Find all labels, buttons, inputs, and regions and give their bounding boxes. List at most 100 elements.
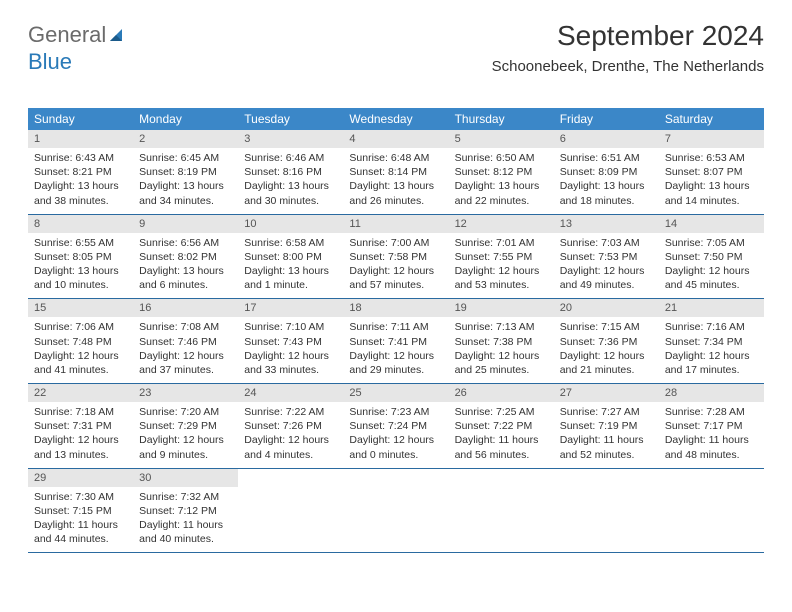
day-day2: and 33 minutes. bbox=[244, 363, 337, 377]
day-cell: Sunrise: 6:51 AMSunset: 8:09 PMDaylight:… bbox=[554, 148, 659, 214]
day-cell: Sunrise: 7:00 AMSunset: 7:58 PMDaylight:… bbox=[343, 233, 448, 299]
day-cell: Sunrise: 7:13 AMSunset: 7:38 PMDaylight:… bbox=[449, 317, 554, 383]
sail-icon bbox=[108, 23, 126, 49]
day-sunrise: Sunrise: 7:01 AM bbox=[455, 236, 548, 250]
day-header: Tuesday bbox=[238, 108, 343, 130]
day-sunrise: Sunrise: 6:43 AM bbox=[34, 151, 127, 165]
day-sunrise: Sunrise: 7:20 AM bbox=[139, 405, 232, 419]
day-day2: and 34 minutes. bbox=[139, 194, 232, 208]
day-sunset: Sunset: 7:43 PM bbox=[244, 335, 337, 349]
day-number bbox=[343, 468, 448, 487]
day-day1: Daylight: 12 hours bbox=[244, 433, 337, 447]
day-day1: Daylight: 12 hours bbox=[455, 264, 548, 278]
month-title: September 2024 bbox=[492, 20, 764, 52]
day-day1: Daylight: 11 hours bbox=[455, 433, 548, 447]
day-number: 9 bbox=[133, 214, 238, 233]
day-number: 14 bbox=[659, 214, 764, 233]
day-sunrise: Sunrise: 6:55 AM bbox=[34, 236, 127, 250]
day-cell: Sunrise: 7:18 AMSunset: 7:31 PMDaylight:… bbox=[28, 402, 133, 468]
day-day1: Daylight: 12 hours bbox=[349, 349, 442, 363]
day-day1: Daylight: 12 hours bbox=[455, 349, 548, 363]
day-day1: Daylight: 12 hours bbox=[139, 349, 232, 363]
day-number: 19 bbox=[449, 299, 554, 318]
day-sunrise: Sunrise: 7:06 AM bbox=[34, 320, 127, 334]
day-header: Friday bbox=[554, 108, 659, 130]
day-cell: Sunrise: 6:55 AMSunset: 8:05 PMDaylight:… bbox=[28, 233, 133, 299]
day-sunrise: Sunrise: 7:32 AM bbox=[139, 490, 232, 504]
day-sunset: Sunset: 7:41 PM bbox=[349, 335, 442, 349]
day-cell: Sunrise: 6:56 AMSunset: 8:02 PMDaylight:… bbox=[133, 233, 238, 299]
day-number: 12 bbox=[449, 214, 554, 233]
day-sunrise: Sunrise: 7:08 AM bbox=[139, 320, 232, 334]
day-info-row: Sunrise: 7:18 AMSunset: 7:31 PMDaylight:… bbox=[28, 402, 764, 468]
day-number: 11 bbox=[343, 214, 448, 233]
day-cell bbox=[343, 487, 448, 553]
day-number: 26 bbox=[449, 384, 554, 403]
day-header: Saturday bbox=[659, 108, 764, 130]
day-number: 22 bbox=[28, 384, 133, 403]
day-cell bbox=[238, 487, 343, 553]
day-sunrise: Sunrise: 6:53 AM bbox=[665, 151, 758, 165]
day-day1: Daylight: 12 hours bbox=[34, 433, 127, 447]
day-sunrise: Sunrise: 6:58 AM bbox=[244, 236, 337, 250]
day-cell bbox=[554, 487, 659, 553]
day-sunset: Sunset: 7:48 PM bbox=[34, 335, 127, 349]
day-cell: Sunrise: 7:20 AMSunset: 7:29 PMDaylight:… bbox=[133, 402, 238, 468]
day-number: 13 bbox=[554, 214, 659, 233]
day-header: Monday bbox=[133, 108, 238, 130]
day-day1: Daylight: 13 hours bbox=[34, 179, 127, 193]
day-day1: Daylight: 11 hours bbox=[665, 433, 758, 447]
day-day2: and 21 minutes. bbox=[560, 363, 653, 377]
day-sunset: Sunset: 8:05 PM bbox=[34, 250, 127, 264]
day-number: 6 bbox=[554, 130, 659, 148]
day-day1: Daylight: 12 hours bbox=[244, 349, 337, 363]
day-cell: Sunrise: 7:08 AMSunset: 7:46 PMDaylight:… bbox=[133, 317, 238, 383]
day-info-row: Sunrise: 7:06 AMSunset: 7:48 PM Daylight:… bbox=[28, 317, 764, 383]
day-sunset: Sunset: 7:29 PM bbox=[139, 419, 232, 433]
day-day1: Daylight: 13 hours bbox=[139, 264, 232, 278]
day-sunset: Sunset: 7:24 PM bbox=[349, 419, 442, 433]
day-sunset: Sunset: 8:16 PM bbox=[244, 165, 337, 179]
day-number: 30 bbox=[133, 468, 238, 487]
day-cell: Sunrise: 7:22 AMSunset: 7:26 PMDaylight:… bbox=[238, 402, 343, 468]
day-cell: Sunrise: 7:01 AMSunset: 7:55 PMDaylight:… bbox=[449, 233, 554, 299]
day-sunset: Sunset: 8:19 PM bbox=[139, 165, 232, 179]
day-number: 8 bbox=[28, 214, 133, 233]
day-day1: Daylight: 13 hours bbox=[665, 179, 758, 193]
logo-text-2: Blue bbox=[28, 49, 72, 74]
day-header-row: Sunday Monday Tuesday Wednesday Thursday… bbox=[28, 108, 764, 130]
day-cell: Sunrise: 7:15 AMSunset: 7:36 PMDaylight:… bbox=[554, 317, 659, 383]
day-cell: Sunrise: 6:50 AMSunset: 8:12 PMDaylight:… bbox=[449, 148, 554, 214]
day-day2: and 57 minutes. bbox=[349, 278, 442, 292]
day-num-row: 2930 bbox=[28, 468, 764, 487]
day-number: 2 bbox=[133, 130, 238, 148]
day-info-row: Sunrise: 6:55 AMSunset: 8:05 PMDaylight:… bbox=[28, 233, 764, 299]
day-day1: Daylight: 13 hours bbox=[244, 179, 337, 193]
day-day2: and 40 minutes. bbox=[139, 532, 232, 546]
day-sunrise: Sunrise: 6:50 AM bbox=[455, 151, 548, 165]
day-cell: Sunrise: 6:48 AMSunset: 8:14 PMDaylight:… bbox=[343, 148, 448, 214]
day-sunrise: Sunrise: 7:00 AM bbox=[349, 236, 442, 250]
day-number: 1 bbox=[28, 130, 133, 148]
day-day2: and 48 minutes. bbox=[665, 448, 758, 462]
day-info-row: Sunrise: 6:43 AMSunset: 8:21 PMDaylight:… bbox=[28, 148, 764, 214]
day-day2: and 45 minutes. bbox=[665, 278, 758, 292]
day-sunset: Sunset: 8:21 PM bbox=[34, 165, 127, 179]
day-cell: Sunrise: 6:43 AMSunset: 8:21 PMDaylight:… bbox=[28, 148, 133, 214]
day-cell: Sunrise: 7:05 AMSunset: 7:50 PMDaylight:… bbox=[659, 233, 764, 299]
day-sunset: Sunset: 7:46 PM bbox=[139, 335, 232, 349]
day-sunrise: Sunrise: 6:51 AM bbox=[560, 151, 653, 165]
day-number: 5 bbox=[449, 130, 554, 148]
day-sunrise: Sunrise: 7:15 AM bbox=[560, 320, 653, 334]
day-sunset: Sunset: 7:36 PM bbox=[560, 335, 653, 349]
day-day1: Daylight: 13 hours bbox=[244, 264, 337, 278]
day-num-row: 891011121314 bbox=[28, 214, 764, 233]
day-day1: Daylight: 13 hours bbox=[34, 264, 127, 278]
day-day1: Daylight: 12 hours bbox=[139, 433, 232, 447]
day-sunrise: Sunrise: 7:11 AM bbox=[349, 320, 442, 334]
day-day2: and 52 minutes. bbox=[560, 448, 653, 462]
day-sunrise: Sunrise: 7:28 AM bbox=[665, 405, 758, 419]
day-day1: Daylight: 13 hours bbox=[455, 179, 548, 193]
day-cell: Sunrise: 7:11 AMSunset: 7:41 PMDaylight:… bbox=[343, 317, 448, 383]
day-sunrise: Sunrise: 6:46 AM bbox=[244, 151, 337, 165]
